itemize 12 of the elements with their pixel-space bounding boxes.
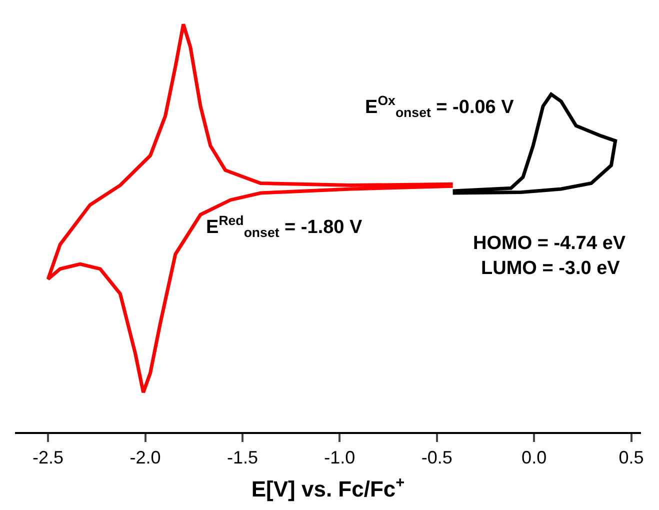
x-axis-title: E[V] vs. Fc/Fc$^{+}$: [251, 474, 405, 502]
annotation: LUMO = -3.0 eV: [481, 258, 620, 279]
x-tick-label: 0.5: [618, 447, 644, 468]
x-tick-label: -0.5: [421, 447, 452, 468]
x-tick-label: -2.5: [32, 447, 64, 468]
x-tick-label: -2.0: [130, 447, 161, 468]
annotation: HOMO = -4.74 eV: [473, 233, 626, 254]
annotation: E$^{Ox}$$_{onset}$ = -0.06 V: [365, 93, 514, 120]
x-tick-label: -1.5: [226, 447, 258, 468]
x-tick-label: -1.0: [324, 447, 356, 468]
annotation: E$^{Red}$$_{onset}$ = -1.80 V: [206, 213, 363, 240]
x-tick-label: 0.0: [522, 447, 547, 468]
